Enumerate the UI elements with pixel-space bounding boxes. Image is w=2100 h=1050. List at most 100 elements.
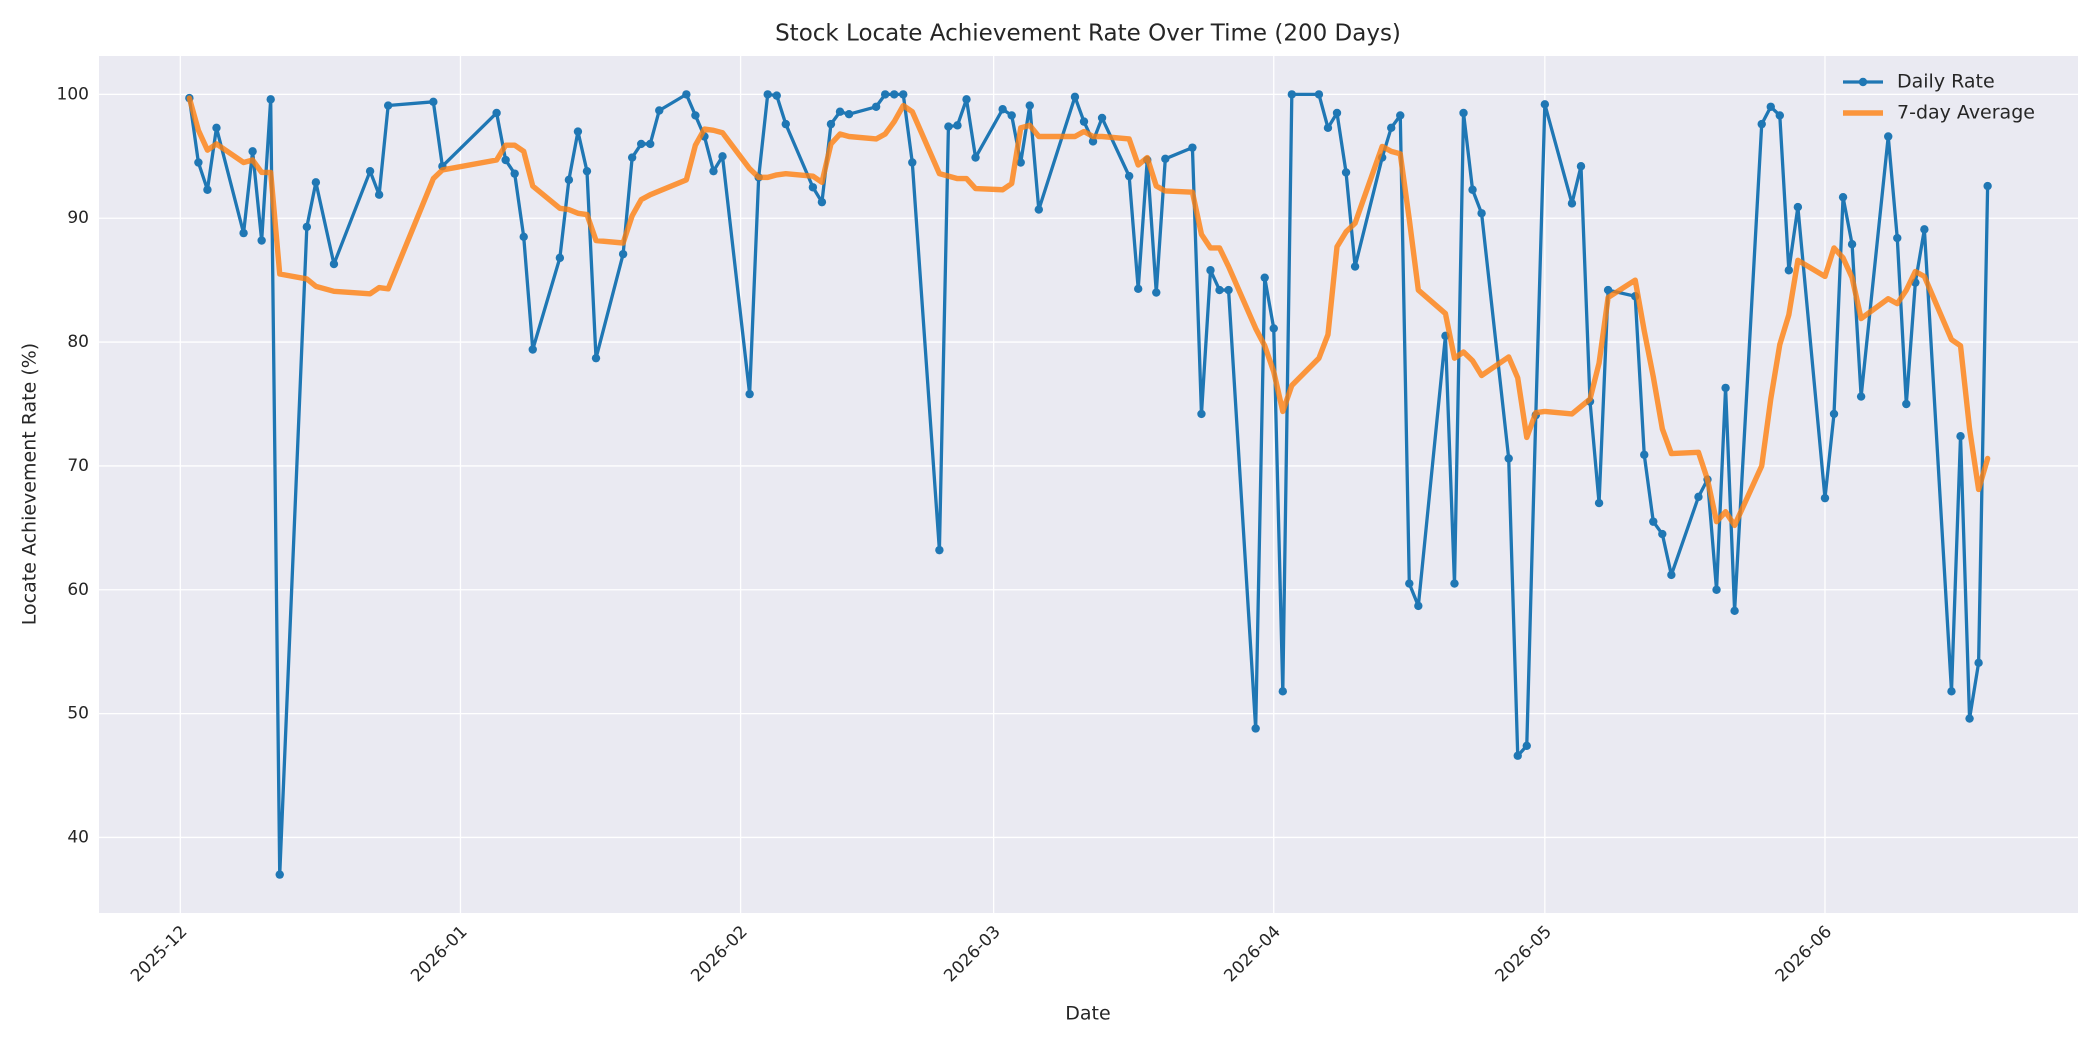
data-point	[1513, 751, 1522, 760]
data-point	[1667, 570, 1676, 580]
data-point	[1965, 714, 1974, 723]
data-point	[1793, 202, 1803, 212]
data-point	[1251, 724, 1260, 733]
data-point	[1197, 409, 1206, 419]
data-point	[383, 101, 393, 110]
data-point	[311, 178, 321, 187]
data-point	[492, 108, 501, 118]
data-point	[1576, 162, 1586, 171]
data-point	[1215, 285, 1224, 295]
data-point	[1134, 284, 1143, 294]
data-point	[1025, 101, 1034, 110]
data-point	[1161, 154, 1170, 163]
data-point	[763, 90, 772, 99]
x-tick-label: 2026-05	[1492, 922, 1556, 986]
data-point	[1323, 123, 1333, 133]
y-tick-label: 90	[67, 208, 89, 228]
data-point	[1206, 266, 1215, 275]
x-axis-label: Date	[1065, 1003, 1110, 1025]
data-point	[1947, 687, 1956, 696]
data-point	[1414, 601, 1423, 611]
data-point	[953, 121, 962, 130]
data-point	[1658, 529, 1667, 539]
data-point	[1902, 399, 1911, 409]
data-point	[1721, 383, 1730, 393]
data-point	[266, 95, 275, 104]
data-point	[1856, 392, 1866, 401]
data-point	[1594, 498, 1604, 508]
data-point	[781, 119, 790, 129]
data-point	[1016, 158, 1025, 167]
data-point	[1730, 606, 1739, 616]
data-point	[1540, 100, 1550, 109]
data-point	[1567, 199, 1577, 208]
data-point	[646, 139, 655, 149]
data-point	[1034, 205, 1043, 214]
data-point	[908, 158, 917, 167]
plot-background	[99, 56, 2078, 913]
y-tick-label: 80	[67, 332, 89, 352]
y-tick-label: 70	[67, 456, 89, 476]
y-tick-label: 50	[67, 704, 89, 724]
data-point	[1188, 143, 1197, 152]
data-point	[1829, 409, 1839, 419]
series-line	[186, 95, 1991, 529]
data-point	[591, 353, 601, 363]
data-point	[329, 259, 339, 269]
data-point	[826, 119, 836, 129]
data-point	[817, 197, 827, 207]
x-tick-label: 2026-03	[940, 922, 1004, 986]
data-point	[1088, 137, 1098, 146]
data-point	[682, 90, 691, 99]
data-point	[745, 389, 754, 399]
data-point	[1504, 454, 1513, 463]
data-point	[880, 90, 890, 99]
data-point	[971, 153, 980, 162]
data-point	[1269, 324, 1278, 333]
data-point	[564, 175, 574, 185]
data-point	[1450, 579, 1459, 588]
data-point	[636, 139, 646, 149]
data-point	[1838, 192, 1848, 202]
data-point	[1387, 123, 1396, 133]
x-tick-label: 2026-02	[687, 922, 751, 986]
data-point	[1640, 450, 1649, 459]
data-point	[808, 183, 818, 192]
data-point	[709, 166, 718, 176]
data-point	[627, 153, 637, 162]
x-tick-label: 2026-01	[407, 922, 471, 986]
data-point	[1341, 168, 1351, 177]
series-line	[187, 92, 1990, 877]
data-point	[935, 545, 944, 555]
data-point	[772, 91, 781, 100]
data-point	[998, 105, 1007, 114]
data-point	[1820, 493, 1830, 503]
legend-label: 7-day Average	[1897, 102, 2035, 124]
data-point	[1332, 108, 1342, 118]
data-point	[1007, 111, 1016, 120]
data-point	[1468, 185, 1477, 194]
data-point	[1757, 119, 1766, 129]
data-point	[1649, 517, 1658, 526]
data-point	[1603, 285, 1613, 295]
chart-title: Stock Locate Achievement Rate Over Time …	[775, 21, 1401, 47]
data-point	[203, 185, 212, 194]
data-point	[582, 166, 592, 176]
data-point	[275, 870, 284, 879]
legend-label: Daily Rate	[1897, 71, 1995, 93]
data-point	[194, 158, 203, 167]
data-point	[1893, 233, 1902, 243]
data-point	[1983, 181, 1992, 191]
data-point	[1477, 209, 1486, 218]
x-tick-label: 2025-12	[127, 922, 191, 986]
data-point	[944, 122, 953, 131]
data-point	[1694, 492, 1703, 502]
data-point	[365, 166, 375, 176]
data-point	[691, 111, 700, 120]
data-point	[1405, 579, 1414, 588]
data-point	[1522, 741, 1531, 751]
data-point	[1124, 171, 1134, 181]
data-point	[1712, 585, 1721, 594]
